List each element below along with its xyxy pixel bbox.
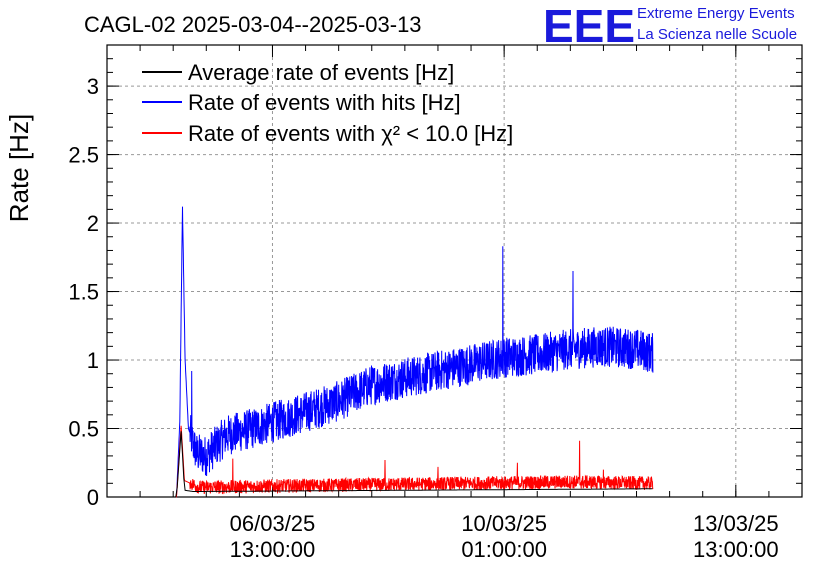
series-layer xyxy=(107,206,654,498)
x-tick-date: 10/03/25 xyxy=(461,511,547,536)
y-tick-label: 1.5 xyxy=(68,280,99,305)
y-tick-label: 0 xyxy=(87,485,99,510)
y-tick-label: 2 xyxy=(87,211,99,236)
x-tick-time: 13:00:00 xyxy=(230,537,316,562)
y-tick-label: 3 xyxy=(87,74,99,99)
legend-label-average: Average rate of events [Hz] xyxy=(188,60,454,85)
x-tick-time: 13:00:00 xyxy=(693,537,779,562)
eee-logo: EEE Extreme Energy Events La Scienza nel… xyxy=(543,0,797,52)
y-axis-title: Rate [Hz] xyxy=(4,114,34,222)
legend-label-hits: Rate of events with hits [Hz] xyxy=(188,90,461,115)
y-tick-label: 1 xyxy=(87,348,99,373)
x-tick-date: 06/03/25 xyxy=(230,511,316,536)
series-line-1 xyxy=(107,206,654,498)
legend: Average rate of events [Hz] Rate of even… xyxy=(142,60,513,146)
axis-ticks: 00.511.522.5306/03/2513:00:0010/03/2501:… xyxy=(68,44,802,562)
legend-label-chi2: Rate of events with χ² < 10.0 [Hz] xyxy=(188,121,513,146)
series-line-0 xyxy=(107,431,653,498)
plot-frame xyxy=(106,44,803,498)
y-tick-label: 2.5 xyxy=(68,143,99,168)
x-tick-time: 01:00:00 xyxy=(461,537,547,562)
logo-line-2: La Scienza nelle Scuole xyxy=(637,26,797,43)
y-tick-label: 0.5 xyxy=(68,417,99,442)
chart-title: CAGL-02 2025-03-04--2025-03-13 xyxy=(84,12,422,37)
x-tick-date: 13/03/25 xyxy=(693,511,779,536)
logo-letters: EEE xyxy=(543,0,635,52)
grid-lines xyxy=(107,45,802,497)
logo-line-1: Extreme Energy Events xyxy=(637,5,795,22)
series-line-2 xyxy=(107,425,654,498)
